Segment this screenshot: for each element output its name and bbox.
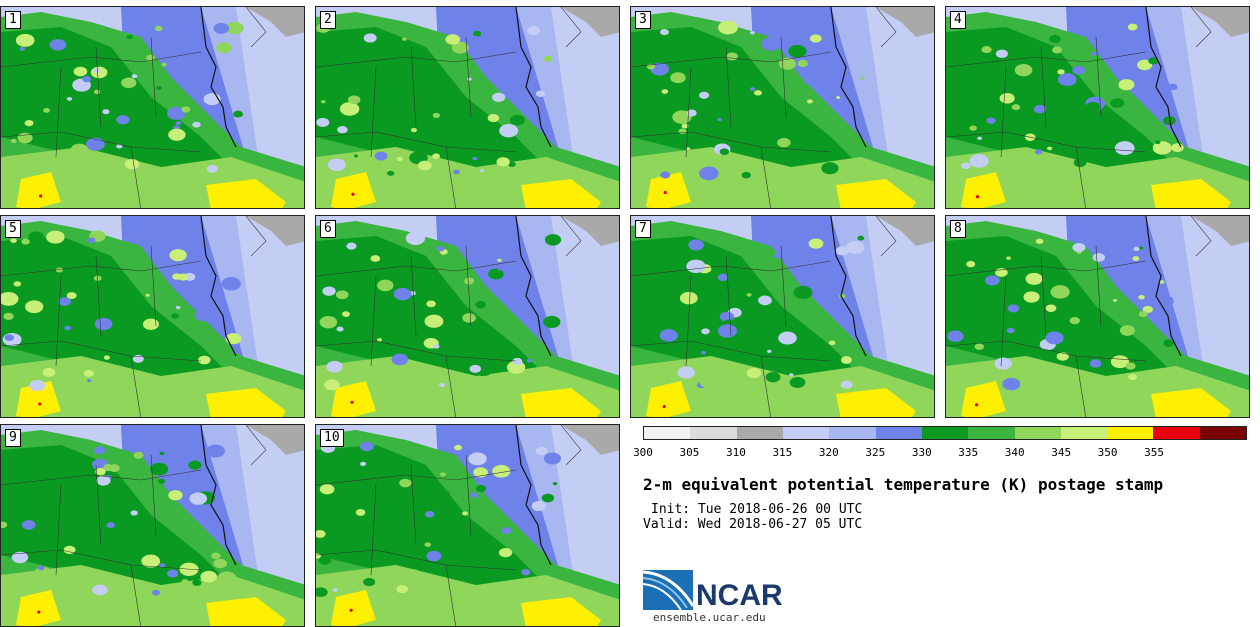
colorbar-segment (875, 427, 922, 439)
colorbar-segment (1014, 427, 1061, 439)
colorbar (643, 426, 1247, 440)
panel-number: 8 (950, 220, 966, 238)
colorbar-tick-labels: 300 305 310 315 320 325 330 335 340 345 350 355 (633, 446, 1247, 460)
colorbar-tick-label: 355 (1144, 446, 1164, 459)
logo-url: ensemble.ucar.edu (653, 611, 766, 624)
colorbar-segment (968, 427, 1015, 439)
ncar-logo-icon (643, 570, 695, 611)
panel-number: 9 (5, 429, 21, 447)
colorbar-tick-label: 340 (1004, 446, 1025, 459)
colorbar-segment (1199, 427, 1247, 439)
init-time: Init: Tue 2018-06-26 00 UTC (651, 502, 863, 517)
temperature-field-map (316, 216, 619, 417)
colorbar-tick-label: 345 (1051, 446, 1072, 459)
panel-number: 5 (5, 220, 21, 238)
colorbar-segment (921, 427, 969, 439)
temperature-field-map (316, 7, 619, 208)
temperature-field-map (1, 425, 304, 626)
colorbar-tick-label: 325 (865, 446, 886, 459)
map-panel: 6 (315, 215, 620, 418)
colorbar-segment (1153, 427, 1200, 439)
map-panel: 3 (630, 6, 935, 209)
panel-number: 7 (635, 220, 651, 238)
colorbar-tick-label: 315 (772, 446, 793, 459)
colorbar-tick-label: 320 (818, 446, 839, 459)
temperature-field-map (631, 7, 934, 208)
map-panel: 4 (945, 6, 1250, 209)
temperature-field-map (946, 7, 1249, 208)
colorbar-tick-label: 300 (633, 446, 653, 459)
panel-number: 3 (635, 11, 651, 29)
panel-number: 1 (5, 11, 21, 29)
panel-number: 2 (320, 11, 336, 29)
colorbar-segment (690, 427, 737, 439)
map-panel: 10 (315, 424, 620, 627)
colorbar-tick-label: 310 (725, 446, 746, 459)
colorbar-tick-label: 335 (958, 446, 979, 459)
temperature-field-map (316, 425, 619, 626)
panel-number: 6 (320, 220, 336, 238)
colorbar-segment (1060, 427, 1108, 439)
colorbar-tick-label: 330 (911, 446, 932, 459)
temperature-field-map (1, 216, 304, 417)
map-panel: 1 (0, 6, 305, 209)
map-panel: 2 (315, 6, 620, 209)
map-panel: 9 (0, 424, 305, 627)
colorbar-tick-label: 305 (679, 446, 700, 459)
panel-number: 4 (950, 11, 966, 29)
colorbar-segment (644, 427, 691, 439)
colorbar-segment (829, 427, 876, 439)
map-panel: 7 (630, 215, 935, 418)
map-panel: 8 (945, 215, 1250, 418)
temperature-field-map (1, 7, 304, 208)
valid-time: Valid: Wed 2018-06-27 05 UTC (643, 517, 863, 532)
panel-number: 10 (320, 429, 344, 447)
logo-text: NCAR (696, 579, 783, 612)
temperature-field-map (946, 216, 1249, 417)
colorbar-segment (736, 427, 783, 439)
temperature-field-map (631, 216, 934, 417)
map-panel: 5 (0, 215, 305, 418)
figure-title: 2-m equivalent potential temperature (K)… (643, 475, 1164, 494)
colorbar-tick-label: 350 (1097, 446, 1118, 459)
colorbar-segment (1107, 427, 1154, 439)
colorbar-segment (782, 427, 830, 439)
